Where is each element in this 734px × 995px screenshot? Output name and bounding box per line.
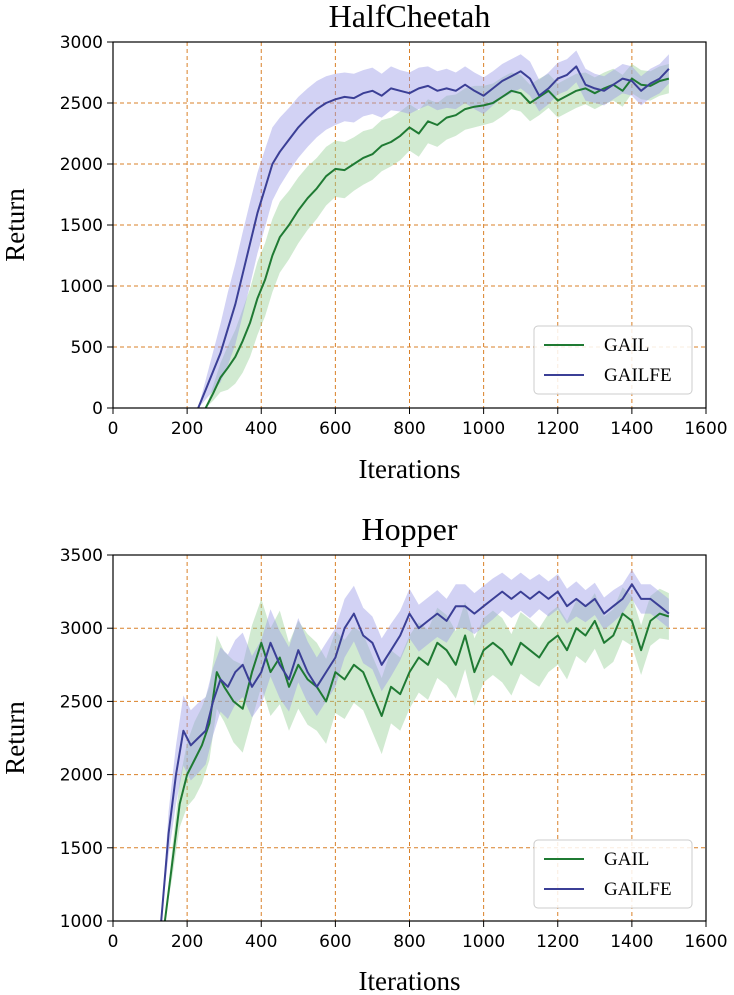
x-tick-label: 600: [319, 419, 351, 439]
x-tick-label: 1400: [610, 932, 653, 952]
legend-label-gail: GAIL: [604, 335, 649, 356]
x-tick-label: 1600: [684, 419, 727, 439]
legend-label-gail: GAIL: [604, 849, 649, 870]
x-tick-label: 200: [171, 419, 203, 439]
y-tick-label: 1500: [60, 216, 103, 236]
y-tick-label: 500: [71, 338, 103, 358]
series-line-gail: [163, 612, 670, 921]
x-tick-label: 0: [108, 419, 119, 439]
legend-box: [533, 325, 693, 395]
x-tick-label: 1000: [462, 932, 505, 952]
x-tick-label: 1400: [610, 419, 653, 439]
series-line-gail: [204, 77, 670, 408]
x-tick-label: 200: [171, 932, 203, 952]
series-line-gailfe: [160, 583, 670, 921]
x-tick-label: 0: [108, 932, 119, 952]
halfcheetah-plot-svg: HalfCheetah 0 200 400 600 800 1000 1200 1400 1600…: [0, 0, 728, 484]
y-tick-label: 2000: [60, 155, 103, 175]
x-tick-label: 600: [319, 932, 351, 952]
x-tick-label: 1200: [536, 419, 579, 439]
x-tick-label: 400: [245, 419, 277, 439]
y-axis-label: Return: [0, 188, 30, 262]
y-tick-label: 0: [92, 399, 103, 419]
series-band-gail: [205, 64, 669, 408]
hopper-plot-svg: Hopper 0 200 400 600 800 1000 1200 1400 1600 1000 1…: [0, 511, 728, 995]
legend-label-gailfe: GAILFE: [604, 365, 672, 386]
legend: GAIL GAILFE: [533, 325, 693, 395]
y-axis-label: Return: [0, 701, 30, 775]
x-axis-label: Iterations: [359, 966, 461, 995]
x-tick-label: 1600: [684, 932, 727, 952]
hopper-chart: Hopper 0 200 400 600 800 1000 1200 1400 1600 1000 1…: [0, 510, 734, 995]
x-axis-label: Iterations: [359, 454, 461, 484]
plot-area: [197, 50, 670, 408]
series-line-gailfe: [197, 65, 670, 408]
y-tick-label: 3500: [60, 546, 103, 566]
legend: GAIL GAILFE: [533, 839, 693, 909]
halfcheetah-chart: HalfCheetah 0 200 400 600 800 1000 1200 1400 1600…: [0, 0, 734, 490]
legend-label-gailfe: GAILFE: [604, 879, 672, 900]
x-tick-label: 400: [245, 932, 277, 952]
chart-title: Hopper: [362, 511, 458, 547]
x-tick-label: 1200: [536, 932, 579, 952]
series-band-gailfe: [198, 50, 669, 408]
y-tick-label: 1500: [60, 839, 103, 859]
series-band-gailfe: [161, 569, 669, 921]
y-tick-label: 3000: [60, 33, 103, 53]
legend-box: [533, 839, 693, 909]
y-tick-label: 2500: [60, 692, 103, 712]
chart-title: HalfCheetah: [329, 0, 491, 34]
y-tick-label: 1000: [60, 277, 103, 297]
x-tick-label: 800: [393, 932, 425, 952]
x-tick-label: 1000: [462, 419, 505, 439]
y-tick-label: 2500: [60, 94, 103, 114]
plot-area: [160, 569, 670, 921]
y-tick-label: 1000: [60, 912, 103, 932]
x-tick-label: 800: [393, 419, 425, 439]
y-tick-label: 3000: [60, 619, 103, 639]
y-tick-label: 2000: [60, 766, 103, 786]
